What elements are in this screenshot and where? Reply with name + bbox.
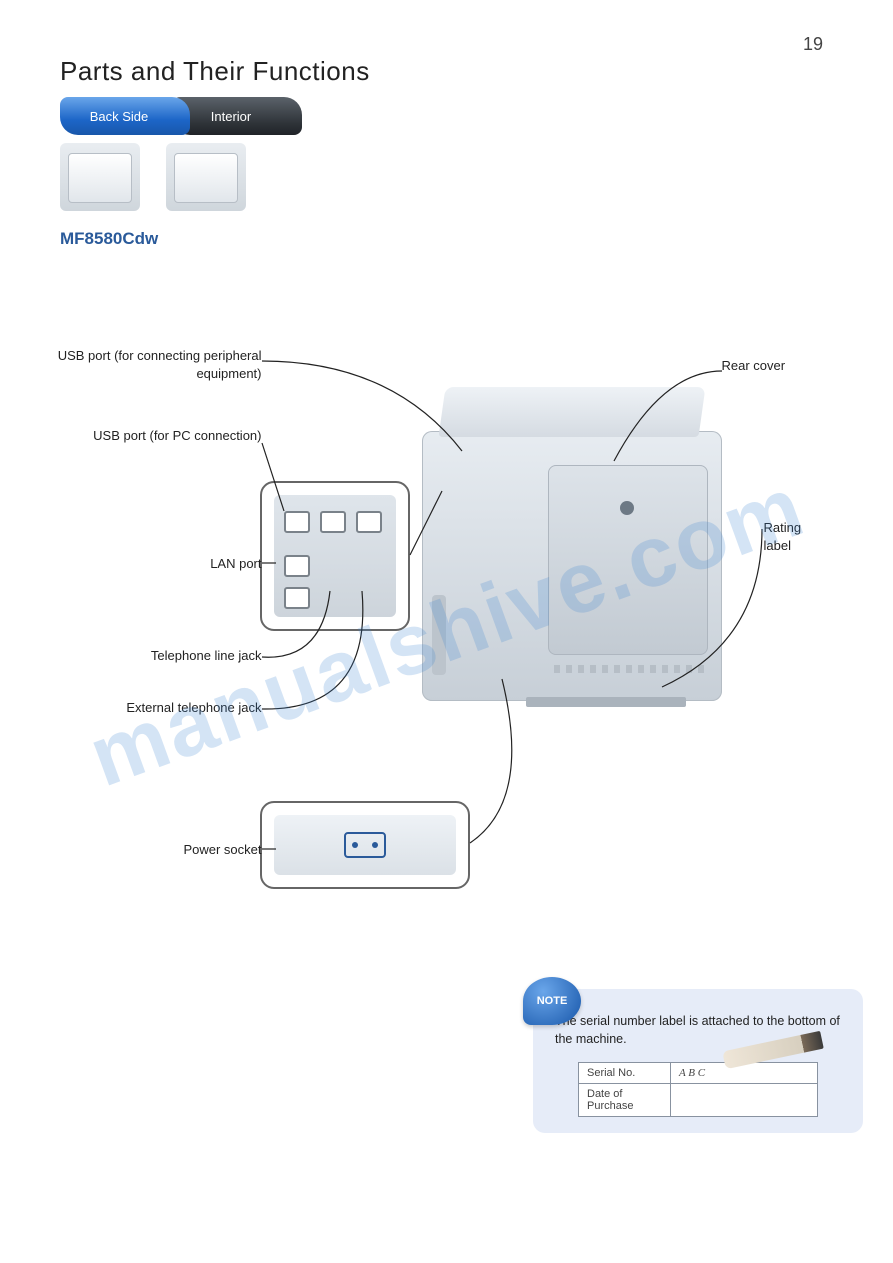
port-usb-pc-icon [284, 555, 310, 577]
vent-slots [554, 665, 704, 673]
tab-back-side[interactable]: Back Side [60, 97, 190, 135]
note-box: NOTE The serial number label is attached… [533, 989, 863, 1133]
label-usb-pc: USB port (for PC connection) [52, 427, 262, 445]
label-rear-cover: Rear cover [722, 357, 786, 375]
serial-label-cell: Serial No. [579, 1063, 671, 1084]
rear-diagram: USB port (for connecting peripheral equi… [62, 261, 832, 881]
tab-interior[interactable]: Interior [172, 97, 302, 135]
tab-bar: Back Side Interior [60, 97, 833, 135]
rear-cover-plate [548, 465, 708, 655]
date-value-cell [671, 1084, 818, 1117]
label-lan: LAN port [52, 555, 262, 573]
label-line-jack: Telephone line jack [52, 647, 262, 665]
label-usb-peripheral: USB port (for connecting peripheral equi… [52, 347, 262, 382]
serial-value: A B C [679, 1067, 705, 1079]
table-row: Date of Purchase [579, 1084, 818, 1117]
rear-cover-handle [620, 501, 634, 515]
note-table: Serial No. A B C Date of Purchase [578, 1062, 818, 1117]
ports-top-row [284, 511, 382, 533]
printer-body [422, 431, 722, 701]
ports-left-col [284, 555, 310, 609]
thumb-interior[interactable] [166, 143, 246, 211]
serial-value-cell: A B C [671, 1063, 818, 1084]
page-title: Parts and Their Functions [60, 56, 833, 87]
detail-panel-power [260, 801, 470, 889]
note-badge-icon: NOTE [523, 977, 581, 1025]
rating-plate [526, 697, 686, 707]
label-power-socket: Power socket [52, 841, 262, 859]
side-port-slot [432, 595, 446, 675]
port-ext-phone-icon [320, 511, 346, 533]
label-rating: Rating label [764, 519, 832, 554]
printer-top [438, 387, 705, 437]
thumb-row [60, 143, 833, 211]
port-usb-peripheral-icon [284, 511, 310, 533]
port-line-icon [356, 511, 382, 533]
detail-panel-ports [260, 481, 410, 631]
power-socket-icon [344, 832, 386, 858]
section-model: MF8580Cdw [60, 229, 833, 249]
page: 19 Parts and Their Functions Back Side I… [0, 0, 893, 1263]
power-panel-inner [274, 815, 456, 875]
date-label-cell: Date of Purchase [579, 1084, 671, 1117]
port-lan-icon [284, 587, 310, 609]
page-number: 19 [803, 34, 823, 55]
ports-area [274, 495, 396, 617]
thumb-back[interactable] [60, 143, 140, 211]
label-ext-jack: External telephone jack [52, 699, 262, 717]
table-row: Serial No. A B C [579, 1063, 818, 1084]
